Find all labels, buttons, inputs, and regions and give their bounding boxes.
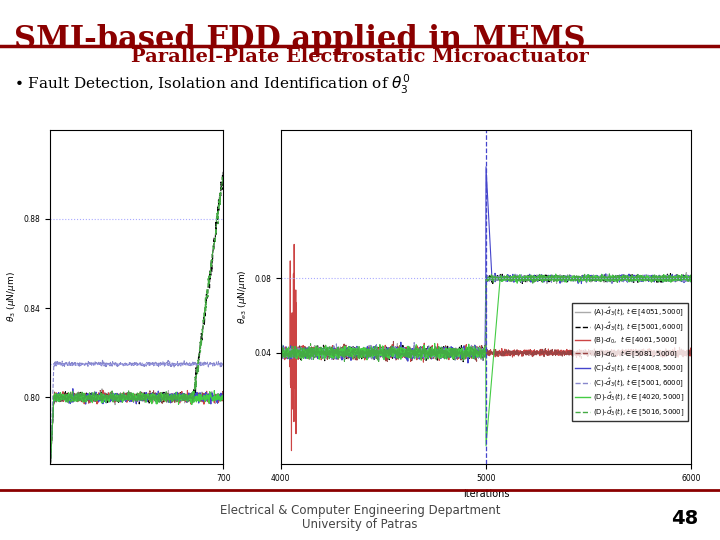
Text: University of Patras: University of Patras <box>302 518 418 531</box>
Text: Parallel-Plate Electrostatic Microactuator: Parallel-Plate Electrostatic Microactuat… <box>131 48 589 66</box>
X-axis label: iterations: iterations <box>463 489 509 498</box>
Y-axis label: $\theta_{e3}$ ($\mu$N/$\mu$m): $\theta_{e3}$ ($\mu$N/$\mu$m) <box>235 269 248 325</box>
Text: 48: 48 <box>671 509 698 528</box>
Text: Electrical & Computer Engineering Department: Electrical & Computer Engineering Depart… <box>220 504 500 517</box>
Text: • Fault Detection, Isolation and Identification of $\theta_3^0$: • Fault Detection, Isolation and Identif… <box>14 73 410 96</box>
Y-axis label: $\theta_3$ ($\mu$N/$\mu$m): $\theta_3$ ($\mu$N/$\mu$m) <box>5 272 18 322</box>
Text: SMI-based FDD applied in MEMS: SMI-based FDD applied in MEMS <box>14 24 586 55</box>
Legend: (A)-$\hat{d}_3(t)$, $t \in [4051,5000]$, (A)-$\hat{d}_3(t)$, $t \in [5001,6000]$: (A)-$\hat{d}_3(t)$, $t \in [4051,5000]$,… <box>572 303 688 421</box>
